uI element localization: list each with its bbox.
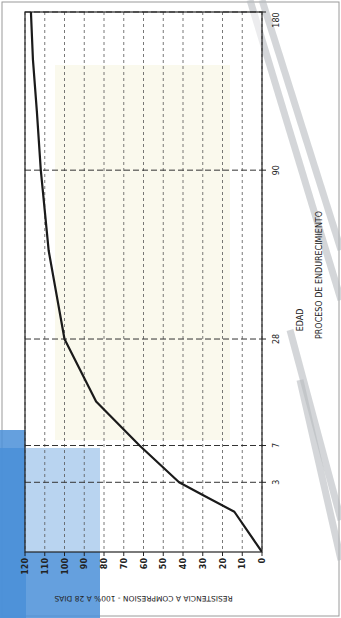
chart-root: 0 10 20 30 40 50 60 70 80 90 100 110 120 3 7 28 90 180 EDA… [0, 0, 341, 618]
series-group [31, 12, 262, 552]
grid-line-y [84, 12, 85, 552]
strength-curve [31, 12, 262, 552]
grid-line-y [123, 12, 124, 552]
tick-label-y: 70 [120, 558, 129, 570]
grid-line-x [25, 170, 262, 171]
deco-stripe [300, 380, 341, 560]
deco-stripe [250, 0, 341, 300]
y-axis-label: RESISTENCIA A COMPRESION - 100% A 28 DIA… [54, 594, 233, 603]
tick-label-y: 0 [258, 558, 267, 564]
tick-label-y: 30 [199, 558, 208, 570]
grid-line-x [25, 445, 262, 446]
tick-label-y: 110 [41, 558, 50, 575]
tick-x [262, 12, 266, 13]
plot-bg [25, 12, 262, 552]
tick-label-x: 7 [272, 443, 281, 448]
tick-label-y: 10 [238, 558, 247, 570]
tick-label-y: 40 [179, 558, 188, 570]
x-axis-label: EDAD [296, 309, 305, 332]
tick-x [262, 445, 266, 446]
background [0, 0, 341, 618]
grid-line-y [163, 12, 164, 552]
grid-line-y [143, 12, 144, 552]
title: PROCESO DE ENDURECIMIENTO [315, 211, 324, 339]
grid-line-y [183, 12, 184, 552]
grid-line-y [64, 12, 65, 552]
deco-stripe [262, 0, 341, 250]
plot-frame [25, 12, 262, 552]
tick-x [262, 339, 266, 340]
tick-label-x: 90 [272, 165, 281, 175]
grid-line-y [104, 12, 105, 552]
grid-line-y [202, 12, 203, 552]
grid-line-y [222, 12, 223, 552]
grid-line-x [25, 339, 262, 340]
chart-svg: 0 10 20 30 40 50 60 70 80 90 100 110 120 3 7 28 90 180 EDA… [0, 0, 341, 618]
tick-x [262, 170, 266, 171]
tick-label-x: 28 [272, 334, 281, 344]
grid-line-y [242, 12, 243, 552]
tick-label-x: 3 [272, 480, 281, 485]
tick-x [262, 482, 266, 483]
tick-label-y: 50 [159, 558, 168, 570]
grid-line-x [25, 482, 262, 483]
deco-stripe [290, 330, 341, 520]
deco-blue-strip [0, 430, 26, 618]
tick-label-y: 60 [140, 558, 149, 570]
tick-label-y: 90 [80, 558, 89, 570]
tick-label-x: 180 [272, 12, 281, 27]
tick-label-y: 120 [21, 558, 30, 575]
tick-label-y: 20 [219, 558, 228, 570]
tick-label-y: 100 [61, 558, 70, 575]
grid-line-y [44, 12, 45, 552]
tick-label-y: 80 [100, 558, 109, 570]
